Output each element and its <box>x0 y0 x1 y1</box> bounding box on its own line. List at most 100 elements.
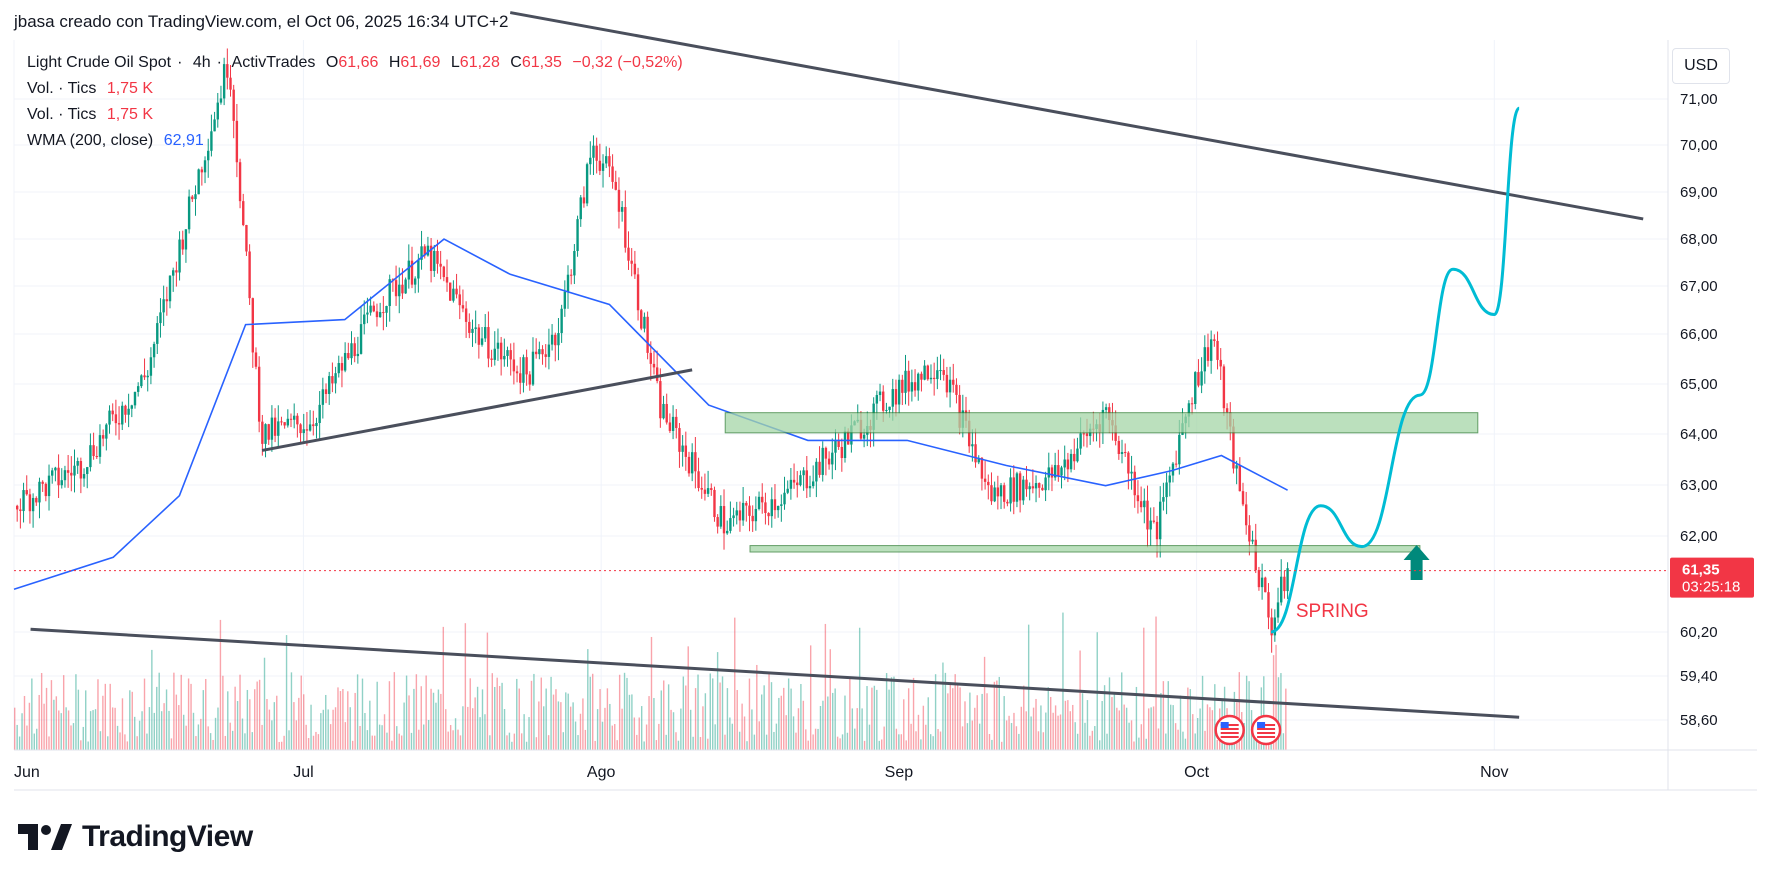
candle-body <box>522 357 525 383</box>
volume-bar <box>927 697 929 750</box>
volume-bar <box>785 715 787 750</box>
candle-body <box>729 518 732 531</box>
chart-drawings: SPRING <box>30 11 1644 719</box>
candle-body <box>1244 504 1248 526</box>
us-flag-stripe <box>1220 724 1239 726</box>
volume-bar <box>915 731 917 750</box>
trendline <box>509 11 1644 221</box>
candle-body <box>264 424 267 444</box>
volume-bar <box>276 695 278 750</box>
volume-bar <box>197 724 200 750</box>
candle-body <box>977 457 980 463</box>
volume-bar <box>569 706 572 750</box>
volume-bar <box>983 656 986 750</box>
candle-body <box>1104 407 1108 410</box>
volume-bar <box>506 735 508 750</box>
volume-bar <box>736 690 738 750</box>
candle-body <box>563 291 567 309</box>
volume-bar <box>89 711 92 750</box>
volume-bar <box>1040 705 1042 750</box>
us-flag-canton <box>1220 722 1229 728</box>
candle-body <box>617 189 621 212</box>
candle-body <box>162 299 165 313</box>
candle-body <box>624 207 627 248</box>
volume-bar <box>758 721 760 750</box>
candle-body <box>92 445 95 457</box>
volume-bar <box>386 732 388 750</box>
candle-body <box>66 470 70 473</box>
tradingview-logo[interactable]: TradingView <box>18 820 253 854</box>
volume-bar <box>18 736 21 750</box>
volume-bar <box>538 701 540 750</box>
volume-bar <box>604 707 606 750</box>
volume-bar <box>907 688 910 750</box>
volume-bar <box>207 726 209 750</box>
volume-bar <box>528 717 530 750</box>
volume-bar <box>72 723 75 750</box>
volume-bar <box>1285 688 1287 750</box>
volume-bar <box>70 725 72 750</box>
volume-bar <box>229 722 231 750</box>
candle-body <box>1248 525 1251 542</box>
price-chart[interactable]: SPRING 71,00 70,00 69,00 68,00 67,00 66,00 65,… <box>0 0 1772 810</box>
candle-body <box>19 509 22 512</box>
volume-bar <box>851 708 854 750</box>
candle-body <box>1187 403 1191 417</box>
currency-button[interactable]: USD <box>1672 48 1730 84</box>
candle-body <box>716 517 719 527</box>
volume-bar <box>768 673 770 750</box>
volume-bar <box>329 724 332 750</box>
candle-body <box>1053 465 1057 478</box>
volume-bar <box>773 731 775 750</box>
candle-body <box>550 334 554 345</box>
volume-bar <box>469 678 471 750</box>
candle-body <box>620 207 624 212</box>
volume-bar <box>327 709 329 750</box>
volume-bar <box>102 695 104 750</box>
candle-body <box>614 181 617 190</box>
candle-body <box>1139 501 1143 508</box>
volume-bar <box>1133 741 1135 750</box>
candle-body <box>477 327 481 345</box>
trendline <box>261 368 693 452</box>
volume-bar <box>1194 733 1196 750</box>
volume-bar <box>567 693 569 750</box>
candle-body <box>1273 617 1277 636</box>
volume-bar <box>1103 685 1106 750</box>
volume-bar <box>1140 724 1143 750</box>
candle-body <box>315 422 318 427</box>
volume-bar <box>325 694 327 750</box>
price-axis-tick-label: 62,00 <box>1680 528 1718 545</box>
volume-bar <box>305 724 307 750</box>
volume-bar <box>369 700 371 750</box>
volume-bar <box>939 731 942 750</box>
candle-body <box>566 274 570 292</box>
candle-body <box>114 414 118 424</box>
volume-bar <box>849 676 851 750</box>
candle-body <box>484 327 487 339</box>
volume-bar <box>217 707 219 750</box>
legend-low: L61,28 <box>450 54 500 71</box>
volume-bar <box>530 680 533 750</box>
candle-body <box>429 245 433 271</box>
candle-body <box>643 316 646 329</box>
volume-bar <box>151 649 153 750</box>
candle-body <box>328 376 331 394</box>
candle-body <box>741 502 745 521</box>
price-axis-tick-label: 60,20 <box>1680 624 1718 641</box>
volume-bar <box>900 734 903 750</box>
volume-bar <box>283 735 285 750</box>
volume-bar <box>418 729 420 750</box>
candle-body <box>541 349 544 355</box>
volume-bar <box>388 681 391 750</box>
volume-bar <box>312 735 315 750</box>
volume-bar <box>523 714 525 750</box>
volume-bar <box>38 694 40 750</box>
volume-bar <box>949 684 951 750</box>
candle-body <box>156 323 159 344</box>
volume-bar <box>1101 700 1103 750</box>
candle-body <box>57 467 60 486</box>
candle-body <box>79 461 83 479</box>
volume-bar <box>920 739 922 750</box>
volume-bar <box>92 710 94 750</box>
